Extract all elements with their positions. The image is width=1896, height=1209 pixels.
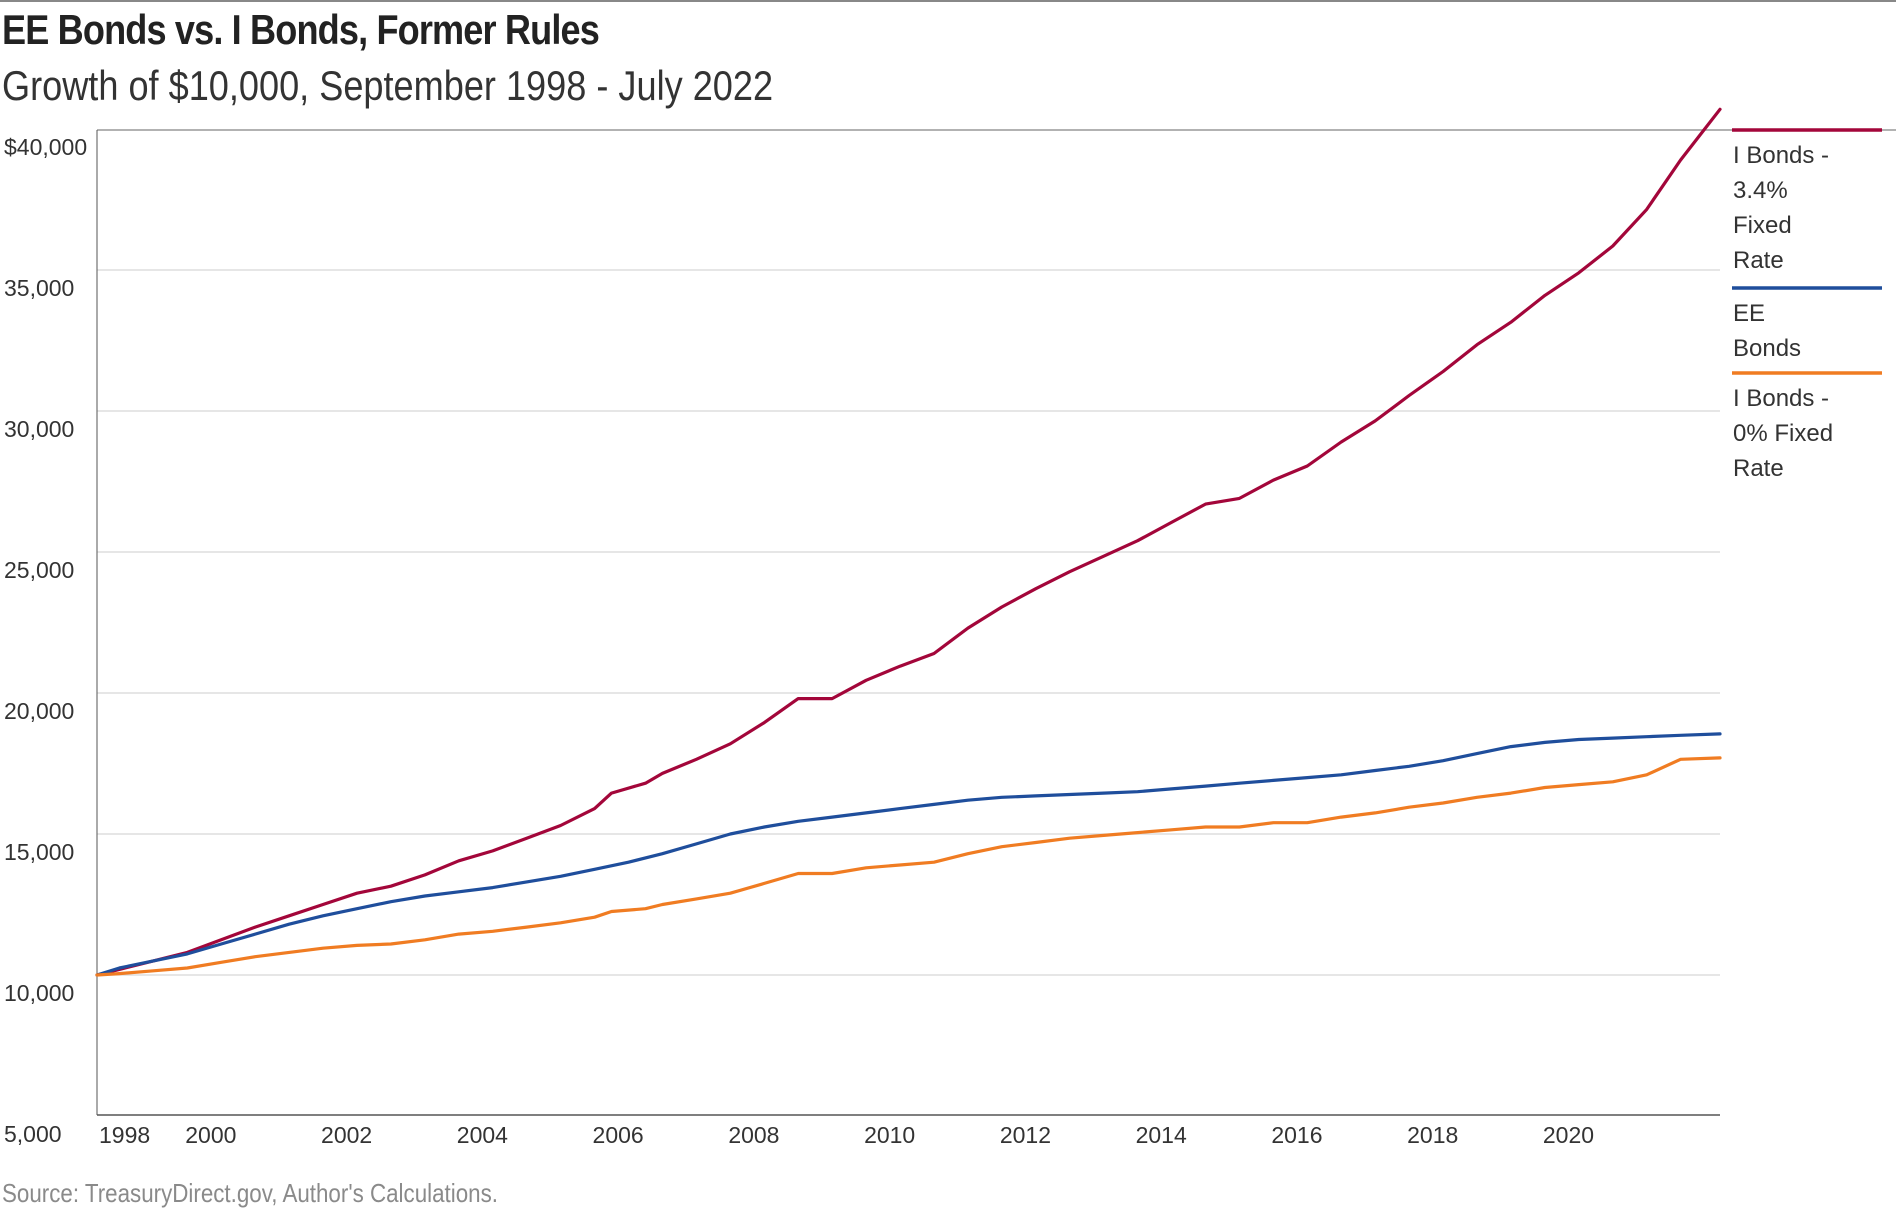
legend-label-3: I Bonds -: [1733, 385, 1829, 412]
x-tick-label: 2004: [457, 1122, 508, 1148]
x-axis: 1998 2000 2002 2004 2006 2008 2010 2012 2014 2016…: [96, 130, 1720, 1148]
legend-label-1: Rate: [1733, 247, 1784, 274]
legend-label-1: 3.4%: [1733, 177, 1788, 204]
y-tick-label: 25,000: [4, 557, 74, 583]
chart-title: EE Bonds vs. I Bonds, Former Rules: [2, 6, 600, 53]
y-tick-label: 30,000: [4, 416, 74, 442]
x-tick-label: 2018: [1407, 1122, 1458, 1148]
series-line-3: [95, 756, 1722, 977]
y-tick-label: 5,000: [4, 1121, 62, 1147]
source-note: Source: TreasuryDirect.gov, Author's Cal…: [2, 1178, 499, 1208]
legend-label-3: 0% Fixed: [1733, 420, 1833, 447]
series-lines: [95, 107, 1722, 977]
y-axis: $40,000 35,000 30,000 25,000 20,000 15,000 10,…: [4, 134, 87, 1147]
legend-label-1: I Bonds -: [1733, 142, 1829, 169]
legend: I Bonds - 3.4% Fixed Rate EE Bonds I Bonds - 0%…: [1732, 128, 1882, 482]
y-tick-label: 20,000: [4, 698, 74, 724]
x-tick-label: 2012: [1000, 1122, 1051, 1148]
legend-label-2: Bonds: [1733, 335, 1801, 362]
x-tick-label: 2010: [864, 1122, 915, 1148]
top-rule: [0, 0, 1896, 2]
x-tick-label: 2014: [1136, 1122, 1187, 1148]
x-tick-label: 2008: [728, 1122, 779, 1148]
y-tick-label: 10,000: [4, 980, 74, 1006]
gridlines: [97, 129, 1896, 976]
x-tick-label: 2000: [185, 1122, 236, 1148]
x-tick-label: 2002: [321, 1122, 372, 1148]
x-tick-label: 1998: [99, 1122, 150, 1148]
legend-label-3: Rate: [1733, 455, 1784, 482]
x-tick-label: 2006: [593, 1122, 644, 1148]
y-tick-label: 15,000: [4, 839, 74, 865]
legend-label-2: EE: [1733, 300, 1765, 327]
y-tick-label: $40,000: [4, 134, 87, 160]
chart-subtitle: Growth of $10,000, September 1998 - July…: [2, 62, 774, 109]
series-line-1: [95, 107, 1722, 977]
legend-label-1: Fixed: [1733, 212, 1792, 239]
series-line-2: [95, 732, 1722, 977]
line-chart: $40,000 35,000 30,000 25,000 20,000 15,000 10,…: [4, 107, 1896, 1148]
x-tick-label: 2020: [1543, 1122, 1594, 1148]
y-tick-label: 35,000: [4, 275, 74, 301]
x-tick-label: 2016: [1271, 1122, 1322, 1148]
